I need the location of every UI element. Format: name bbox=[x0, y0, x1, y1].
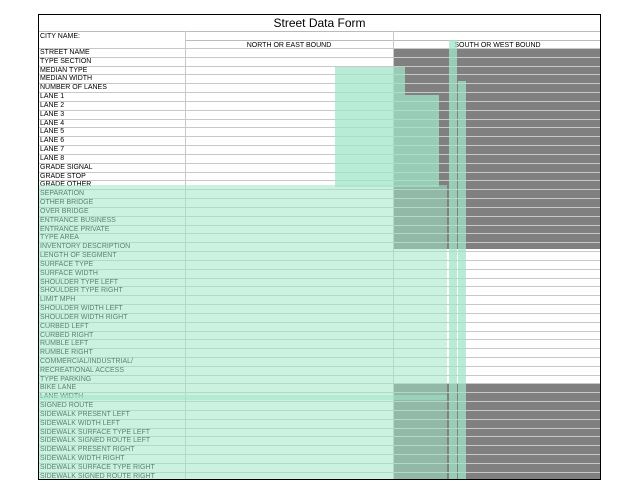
form-row: GRADE STOP bbox=[39, 171, 600, 181]
form-row-label: LANE 8 bbox=[40, 154, 65, 162]
form-title: Street Data Form bbox=[273, 16, 366, 30]
street-data-form: Street Data Form CITY NAME: NORTH OR EAS… bbox=[38, 14, 601, 480]
form-row-label: LANE 6 bbox=[40, 137, 65, 145]
form-row: LANE 5 bbox=[39, 127, 600, 136]
form-row-label: LANE 3 bbox=[40, 110, 65, 118]
form-row-label: LANE 4 bbox=[40, 119, 65, 127]
north-east-header: NORTH OR EAST BOUND bbox=[185, 40, 393, 49]
form-row: MEDIAN WIDTH bbox=[39, 74, 600, 83]
form-row-label: MEDIAN WIDTH bbox=[40, 75, 93, 83]
form-row: GRADE OTHER bbox=[39, 180, 600, 189]
form-row-label: GRADE OTHER bbox=[40, 181, 91, 189]
overlay-region bbox=[39, 185, 387, 400]
form-row-label: LANE 2 bbox=[40, 101, 65, 109]
form-row: GRADE SIGNAL bbox=[39, 162, 600, 172]
form-row-label: STREET NAME bbox=[40, 49, 90, 56]
form-row: LANE 4 bbox=[39, 118, 600, 128]
form-row: LANE 1 bbox=[39, 92, 600, 101]
overlay-block bbox=[449, 40, 457, 479]
form-row-label: TYPE SECTION bbox=[40, 57, 92, 65]
form-row: LANE 7 bbox=[39, 145, 600, 154]
form-row-label: LANE 7 bbox=[40, 146, 65, 154]
form-row-label: LANE 1 bbox=[40, 93, 65, 101]
overlay-region bbox=[387, 185, 447, 400]
form-row-label: GRADE STOP bbox=[40, 172, 86, 180]
form-row-label: LANE 5 bbox=[40, 128, 65, 136]
overlay-region bbox=[39, 395, 447, 479]
form-row: NUMBER OF LANES bbox=[39, 83, 600, 92]
form-row: LANE 8 bbox=[39, 153, 600, 163]
south-west-header: SOUTH OR WEST BOUND bbox=[393, 40, 600, 49]
form-row: MEDIAN TYPE bbox=[39, 65, 600, 75]
overlay-block bbox=[458, 81, 466, 479]
overlay-block bbox=[405, 95, 439, 187]
form-row: STREET NAME bbox=[39, 48, 600, 57]
form-row: LANE 6 bbox=[39, 136, 600, 145]
form-row: LANE 2 bbox=[39, 100, 600, 110]
form-row: LANE 3 bbox=[39, 109, 600, 119]
form-row-label: NUMBER OF LANES bbox=[40, 84, 107, 92]
form-row-label: MEDIAN TYPE bbox=[40, 66, 88, 74]
form-row: TYPE SECTION bbox=[39, 56, 600, 66]
city-name-label: CITY NAME: bbox=[39, 31, 600, 40]
form-row-label: GRADE SIGNAL bbox=[40, 163, 93, 171]
overlay-block bbox=[335, 67, 405, 187]
